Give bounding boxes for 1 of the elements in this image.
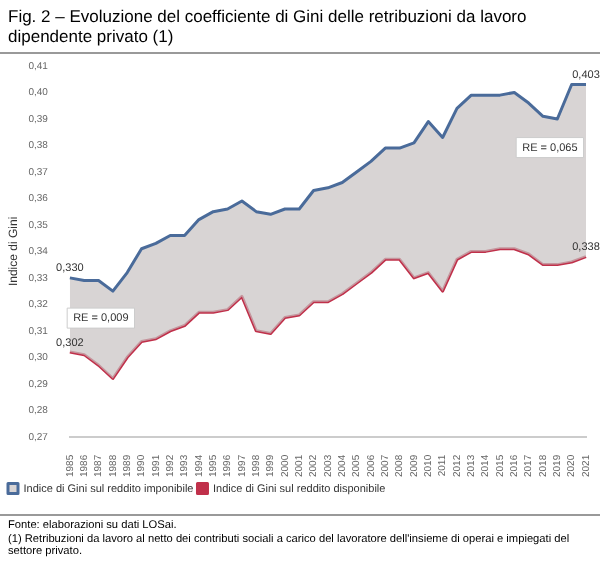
- chart-title: Fig. 2 – Evoluzione del coefficiente di Gini delle retribuzioni da lavoro dipendente privato (1): [0, 0, 600, 54]
